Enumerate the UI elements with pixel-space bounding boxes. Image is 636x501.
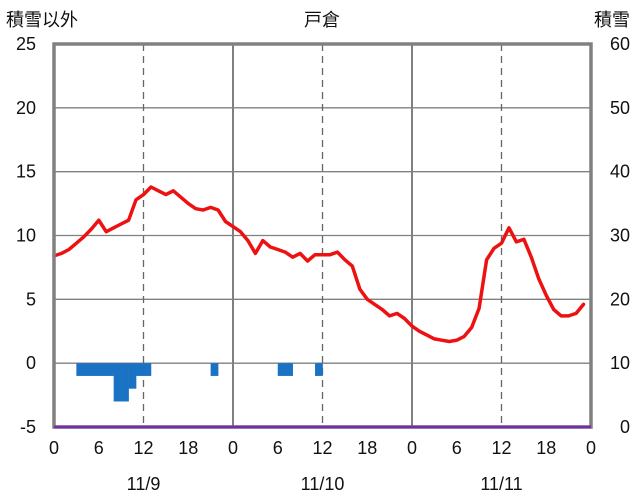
x-tick-label: 0	[228, 438, 238, 458]
x-ticks: 0 6 12 18 0 6 12 18 0 6 12 18 0	[49, 438, 596, 458]
bar	[136, 363, 144, 376]
plot-frame	[52, 42, 593, 429]
x-tick-label: 6	[273, 438, 283, 458]
bar	[121, 363, 129, 402]
bar	[113, 363, 122, 402]
right-y-tick-label: 20	[610, 289, 630, 309]
x-tick-label: 18	[536, 438, 556, 458]
chart-title: 戸倉	[304, 10, 340, 30]
x-tick-label: 0	[49, 438, 59, 458]
bar	[210, 363, 219, 376]
right-y-tick-label: 0	[620, 417, 630, 437]
left-y-tick-label: -5	[20, 417, 36, 437]
right-y-tick-label: 40	[610, 162, 630, 182]
bar	[98, 363, 107, 376]
chart-header: 積雪以外 戸倉 積雪	[6, 10, 630, 30]
x-tick-label: 6	[94, 438, 104, 458]
bar	[277, 363, 286, 376]
x-tick-label: 12	[491, 438, 511, 458]
x-tick-label: 6	[452, 438, 462, 458]
day-label: 11/9	[127, 474, 161, 494]
right-y-tick-label: 30	[610, 226, 630, 246]
bar	[106, 363, 114, 376]
left-y-tick-label: 20	[16, 98, 36, 118]
bar	[315, 363, 323, 376]
bar-series	[76, 363, 323, 402]
right-y-ticks: 0 10 20 30 40 50 60	[610, 34, 630, 437]
line-series	[52, 185, 586, 344]
right-axis-label: 積雪	[594, 10, 630, 30]
bar	[128, 363, 137, 389]
x-tick-label: 18	[357, 438, 377, 458]
left-axis-label: 積雪以外	[6, 10, 78, 30]
bar	[285, 363, 293, 376]
left-y-tick-label: 0	[26, 353, 36, 373]
day-labels: 11/9 11/10 11/11	[127, 474, 523, 494]
x-tick-label: 18	[178, 438, 198, 458]
x-tick-label: 12	[312, 438, 332, 458]
left-y-tick-label: 15	[16, 162, 36, 182]
bar	[76, 363, 85, 376]
x-tick-label: 0	[586, 438, 596, 458]
left-y-tick-label: 5	[26, 289, 36, 309]
left-y-tick-label: 10	[16, 226, 36, 246]
left-y-ticks: -5 0 5 10 15 20 25	[16, 34, 36, 437]
x-tick-label: 12	[133, 438, 153, 458]
right-y-tick-label: 60	[610, 34, 630, 54]
left-y-tick-label: 25	[16, 34, 36, 54]
bar	[83, 363, 92, 376]
bar	[91, 363, 100, 376]
right-y-tick-label: 50	[610, 98, 630, 118]
grid-lines	[54, 44, 591, 427]
bar	[143, 363, 152, 376]
day-label: 11/10	[301, 474, 345, 494]
x-tick-label: 0	[407, 438, 417, 458]
right-y-tick-label: 10	[610, 353, 630, 373]
series-line	[52, 185, 586, 344]
day-label: 11/11	[480, 474, 522, 494]
